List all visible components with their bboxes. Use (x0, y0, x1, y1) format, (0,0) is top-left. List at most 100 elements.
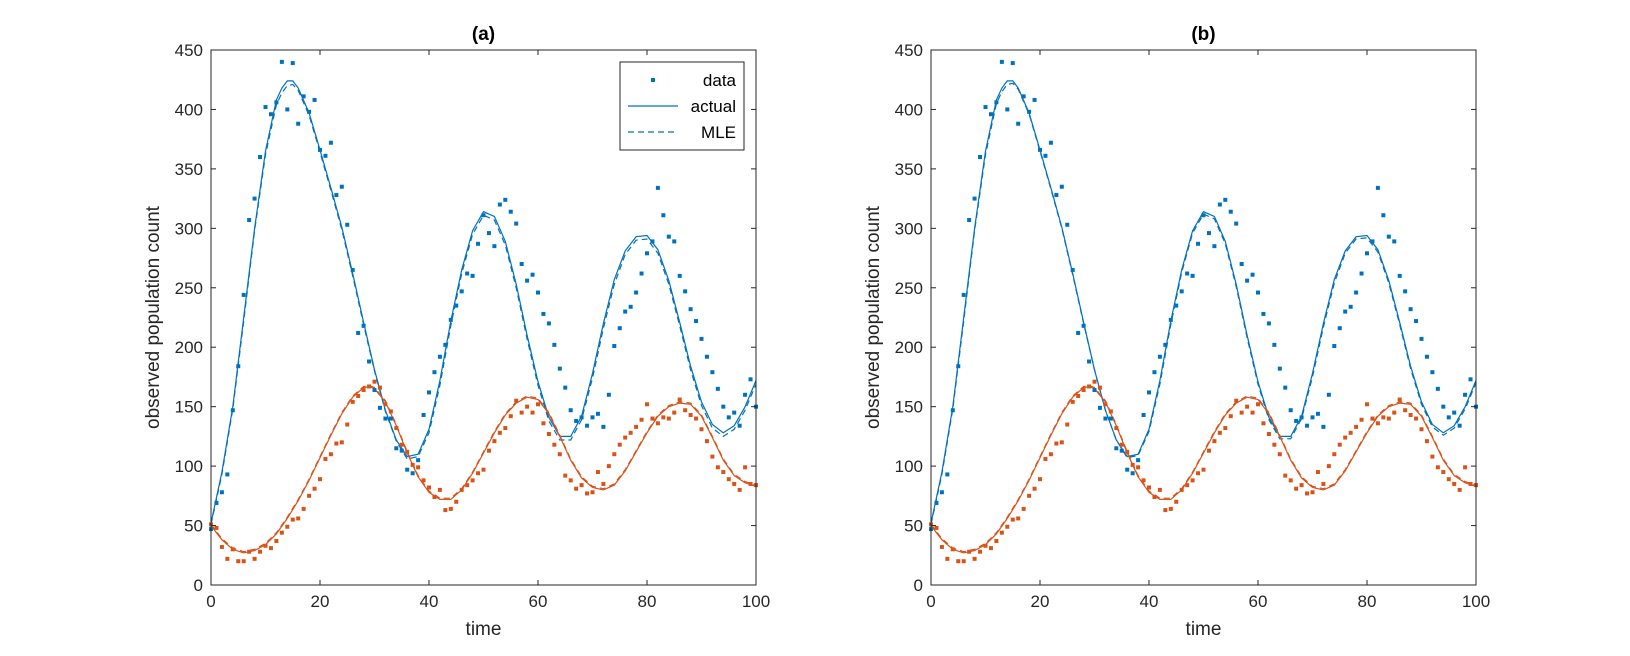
predator-data-point (1097, 385, 1102, 390)
y-tick-label: 300 (175, 219, 203, 238)
prey-data-point (252, 196, 257, 201)
predator-data-point (1403, 408, 1408, 413)
predator-data-point (634, 424, 639, 429)
x-tick-label: 80 (1358, 592, 1377, 611)
prey-data-point (1321, 424, 1326, 429)
prey-data-point (470, 273, 475, 278)
prey-data-point (334, 193, 339, 198)
prey-data-point (617, 326, 622, 331)
predator-data-point (492, 439, 497, 444)
predator-data-point (1223, 426, 1228, 431)
prey-data-point (557, 366, 562, 371)
axes-box (210, 49, 757, 586)
prey-data-point (508, 209, 513, 214)
predator-data-point (1048, 452, 1053, 457)
prey-data-point (454, 303, 459, 308)
predator-data-point (536, 402, 540, 407)
prey-data-point (1174, 303, 1179, 308)
prey-data-point (1256, 290, 1260, 295)
predator-data-point (328, 452, 333, 457)
prey-data-point (612, 344, 617, 349)
prey-data-point (541, 311, 546, 316)
y-tick-label: 100 (895, 457, 923, 476)
predator-data-point (1463, 465, 1468, 470)
predator-data-point (448, 506, 453, 511)
legend-label: data (703, 71, 737, 90)
prey-data-point (1381, 213, 1386, 218)
predator-data-point (443, 508, 448, 513)
prey-data-point (1038, 147, 1042, 152)
y-tick-label: 350 (895, 160, 923, 179)
predator-data-point (421, 478, 426, 483)
prey-data-point (459, 289, 464, 294)
predator-data-point (486, 448, 491, 453)
x-tick-label: 0 (206, 592, 215, 611)
prey-data-point (1136, 458, 1141, 463)
prey-data-point (476, 241, 481, 246)
predator-data-point (1261, 421, 1266, 426)
predator-data-point (1076, 393, 1081, 398)
prey-data-point (1108, 416, 1113, 421)
prey-data-point (1048, 140, 1053, 145)
prey-data-point (677, 273, 682, 278)
predator-data-point (978, 549, 983, 554)
predator-data-point (1457, 487, 1462, 492)
prey-data-point (1228, 209, 1233, 214)
predator-data-point (967, 549, 972, 554)
predator-data-point (721, 470, 726, 475)
predator-data-point (950, 547, 955, 552)
predator-data-point (1065, 422, 1070, 427)
predator-data-point (617, 442, 622, 447)
prey-data-point (563, 385, 568, 390)
y-tick-label: 400 (895, 100, 923, 119)
predator-data-point (519, 410, 524, 415)
predator-data-point (704, 439, 709, 444)
prey-data-point (383, 416, 388, 421)
predator-data-point (1185, 483, 1190, 488)
prey-data-point (1114, 446, 1119, 451)
prey-data-point (1359, 271, 1364, 276)
predator-data-point (416, 465, 421, 470)
prey-data-point (967, 218, 972, 223)
chart-title: (b) (1191, 24, 1215, 45)
prey-data-point (530, 272, 535, 277)
predator-data-point (1092, 379, 1097, 384)
legend-label: MLE (701, 123, 736, 142)
predator-data-point (481, 467, 486, 472)
predator-MLE-line (930, 384, 1477, 553)
prey-data-point (1070, 267, 1075, 272)
y-tick-label: 0 (194, 576, 203, 595)
predator-data-point (715, 465, 720, 470)
predator-data-point (432, 495, 437, 500)
prey-data-point (367, 359, 372, 364)
prey-data-point (410, 471, 415, 476)
x-tick-label: 100 (1462, 592, 1490, 611)
prey-data-point (285, 107, 290, 112)
prey-data-point (732, 410, 737, 415)
predator-data-point (1375, 421, 1380, 426)
prey-data-point (748, 377, 753, 382)
predator-data-point (694, 416, 699, 421)
prey-data-point (497, 202, 502, 207)
x-tick-label: 40 (1140, 592, 1159, 611)
prey-data-point (432, 370, 437, 375)
predator-data-point (1365, 402, 1369, 407)
predator-data-point (1468, 481, 1473, 486)
predator-data-point (405, 449, 410, 454)
predator-data-point (1250, 410, 1255, 415)
predator-data-point (383, 402, 388, 407)
predator-data-point (514, 398, 519, 403)
y-tick-label: 450 (895, 41, 923, 60)
predator-data-point (1354, 424, 1359, 429)
predator-data-point (1027, 493, 1032, 498)
prey-data-point (1250, 272, 1255, 277)
prey-data-point (1016, 121, 1021, 126)
prey-data-point (1081, 323, 1086, 328)
prey-data-point (945, 472, 950, 477)
legend-marker-swatch (651, 78, 655, 82)
prey-data-point (290, 61, 295, 66)
predator-data-point (345, 422, 350, 427)
prey-data-point (1168, 317, 1173, 322)
prey-data-point (699, 336, 704, 341)
predator-data-point (628, 430, 633, 435)
